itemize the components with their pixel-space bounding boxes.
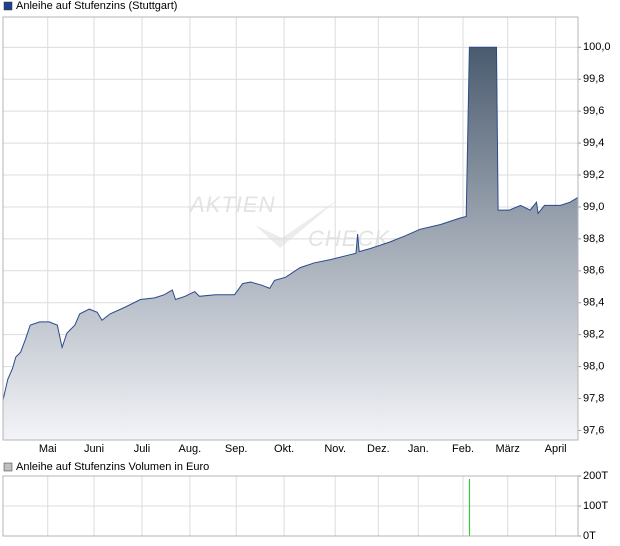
x-tick-label: Dez. xyxy=(367,443,390,455)
y-tick-label: 98,2 xyxy=(583,329,604,341)
y-tick-label: 0T xyxy=(583,530,596,542)
x-tick-label: Jan. xyxy=(408,443,429,455)
x-tick-label: Feb. xyxy=(452,443,474,455)
y-tick-label: 99,8 xyxy=(583,73,604,85)
y-tick-label: 99,4 xyxy=(583,137,604,149)
x-tick-label: Aug. xyxy=(179,443,202,455)
y-tick-label: 200T xyxy=(583,470,608,482)
x-tick-label: März xyxy=(495,443,519,455)
bar xyxy=(468,479,471,536)
legend-swatch xyxy=(3,462,13,472)
y-tick-label: 98,8 xyxy=(583,233,604,245)
legend-label: Anleihe auf Stufenzins Volumen in Euro xyxy=(16,461,209,473)
legend-label: Anleihe auf Stufenzins (Stuttgart) xyxy=(16,0,177,12)
y-tick-label: 99,2 xyxy=(583,169,604,181)
y-tick-label: 97,8 xyxy=(583,392,604,404)
x-tick-label: April xyxy=(545,443,567,455)
x-tick-label: Mai xyxy=(39,443,57,455)
x-tick-label: Okt. xyxy=(274,443,294,455)
y-tick-label: 99,6 xyxy=(583,105,604,117)
y-tick-label: 98,6 xyxy=(583,265,604,277)
x-tick-label: Juli xyxy=(134,443,151,455)
y-tick-label: 97,6 xyxy=(583,424,604,436)
y-tick-label: 98,4 xyxy=(583,297,604,309)
watermark-check xyxy=(255,198,340,248)
plot-border xyxy=(2,16,579,441)
y-tick-label: 99,0 xyxy=(583,201,604,213)
y-tick-label: 100,0 xyxy=(583,41,611,53)
legend-swatch xyxy=(3,1,13,11)
x-tick-label: Sep. xyxy=(225,443,248,455)
watermark: AKTIEN xyxy=(188,192,275,217)
plot-border xyxy=(2,475,579,537)
y-tick-label: 100T xyxy=(583,500,608,512)
x-tick-label: Juni xyxy=(84,443,104,455)
x-tick-label: Nov. xyxy=(324,443,346,455)
y-tick-label: 98,0 xyxy=(583,360,604,372)
line xyxy=(2,46,579,401)
area xyxy=(3,47,578,441)
